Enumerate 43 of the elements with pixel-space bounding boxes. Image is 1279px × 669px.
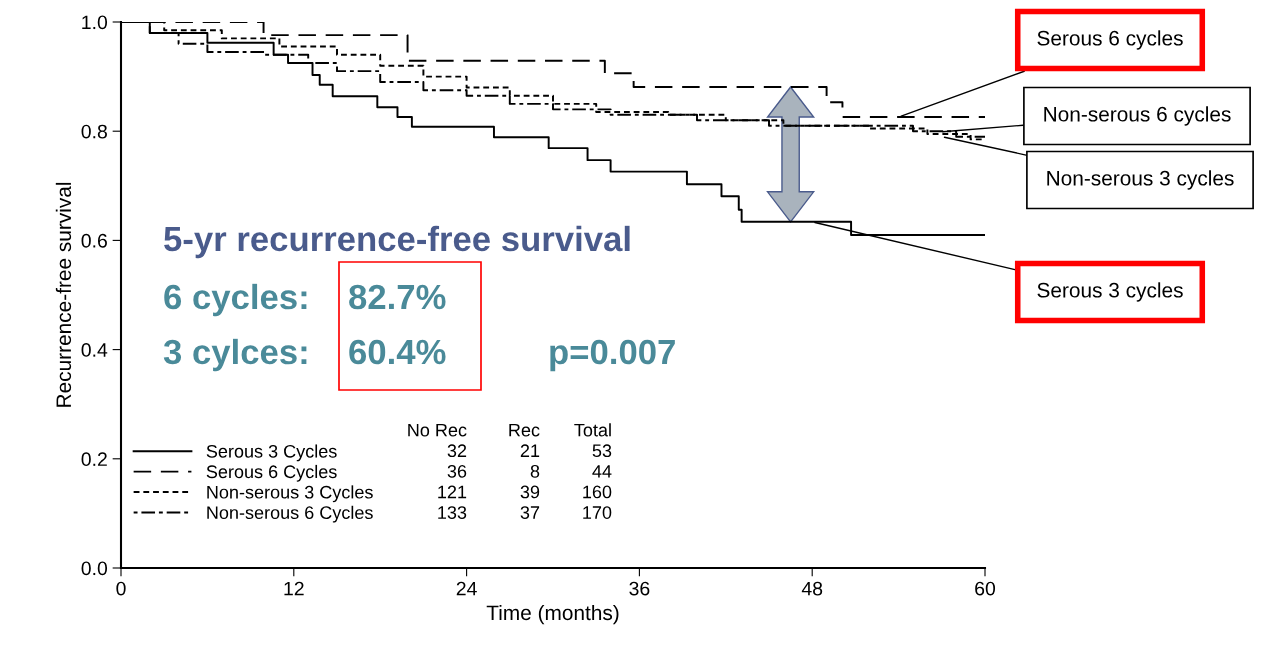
- annotation: 82.7%: [349, 284, 446, 310]
- x-tick-label: 0: [116, 581, 126, 596]
- annotation: 133: [438, 506, 467, 519]
- annotation: Serous 6 cycles: [1037, 30, 1183, 50]
- x-tick-label: 60: [975, 581, 996, 596]
- annotation: 32: [447, 444, 467, 458]
- annotation: 36: [447, 464, 467, 478]
- y-tick-label: 1.0: [82, 15, 108, 30]
- y-tick-label: 0.0: [81, 561, 108, 576]
- x-tick-label: 12: [284, 581, 304, 596]
- annotation: 37: [520, 506, 540, 519]
- annotation: 5-yr recurrence-free survival: [164, 225, 630, 259]
- x-axis-title: Time (months): [486, 604, 619, 625]
- y-axis-title: Recurrence-free survival: [55, 182, 72, 407]
- y-tick-label: 0.8: [81, 124, 107, 139]
- annotation: No Rec: [408, 423, 467, 437]
- y-tick-label: 0.4: [81, 343, 108, 357]
- legend-label: Non-serous 6 Cycles: [207, 505, 373, 523]
- annotation: 170: [583, 506, 612, 519]
- annotation: 44: [592, 465, 612, 478]
- x-tick-label: 48: [801, 581, 823, 596]
- annotation: 121: [438, 485, 467, 499]
- annotation: Rec: [509, 423, 540, 437]
- annotation: 21: [520, 444, 540, 457]
- annotation: 53: [592, 444, 612, 458]
- x-tick-label: 24: [456, 581, 477, 596]
- annotation: 160: [583, 485, 612, 499]
- legend-label: Non-serous 3 Cycles: [207, 485, 373, 503]
- text: Non-serous 6 cycles: [1044, 106, 1231, 126]
- annotation: Serous 3 cycles: [1037, 282, 1183, 302]
- annotation: Total: [574, 423, 611, 437]
- y-tick-label: 0.2: [81, 452, 107, 467]
- y-tick-label: 0.6: [81, 233, 107, 248]
- legend-label: Serous 3 Cycles: [206, 444, 337, 462]
- annotation: 6 cycles:: [164, 283, 307, 317]
- annotation: 60.4%: [349, 339, 446, 365]
- annotation: 8: [530, 464, 540, 478]
- annotation: 39: [520, 485, 540, 499]
- annotation: Non-serous 3 cycles: [1047, 170, 1234, 190]
- annotation: 3 cylces:: [163, 338, 307, 372]
- x-tick-label: 36: [629, 581, 650, 596]
- legend-label: Serous 6 Cycles: [206, 464, 337, 482]
- annotation: p=0.007: [550, 339, 675, 372]
